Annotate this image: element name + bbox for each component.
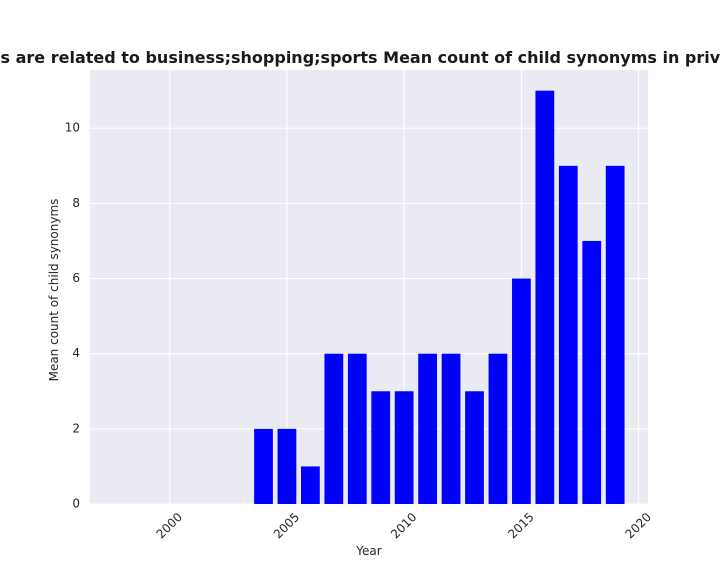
x-axis-label: Year <box>355 544 381 558</box>
y-tick-label: 6 <box>72 271 80 285</box>
bar-2017 <box>558 165 578 504</box>
x-tick-label: 2010 <box>388 510 419 541</box>
x-tick-label: 2005 <box>271 510 302 541</box>
bar-2010 <box>394 391 414 504</box>
bar-2019 <box>605 165 625 504</box>
y-axis-label: Mean count of child synonyms <box>47 199 61 382</box>
bar-2008 <box>347 353 367 504</box>
bar-2005 <box>277 428 297 504</box>
x-axis-ticks: 2000 2005 2010 2015 2020 <box>154 510 654 541</box>
bar-2007 <box>324 353 344 504</box>
bar-2004 <box>254 428 273 504</box>
y-tick-label: 2 <box>72 421 80 435</box>
bar-2011 <box>418 353 437 504</box>
bar-2015 <box>512 278 531 504</box>
y-axis-ticks: 0 2 4 6 8 10 <box>65 121 80 511</box>
bar-2012 <box>441 353 461 504</box>
y-tick-label: 4 <box>72 346 80 360</box>
y-tick-label: 0 <box>72 497 80 511</box>
bar-2009 <box>371 391 391 504</box>
grid-lines <box>90 70 648 505</box>
plot-area <box>90 70 648 504</box>
y-tick-label: 10 <box>65 121 80 135</box>
y-tick-label: 8 <box>72 196 80 210</box>
x-tick-label: 2020 <box>623 510 654 541</box>
x-tick-label: 2000 <box>154 510 185 541</box>
bar-2013 <box>465 391 484 504</box>
chart-title: Categories are related to business;shopp… <box>0 48 720 67</box>
bar-2018 <box>582 240 602 504</box>
bars <box>254 90 625 505</box>
bar-2006 <box>301 466 320 504</box>
x-tick-label: 2015 <box>505 510 536 541</box>
bar-2016 <box>535 90 555 505</box>
bar-2014 <box>488 353 508 504</box>
